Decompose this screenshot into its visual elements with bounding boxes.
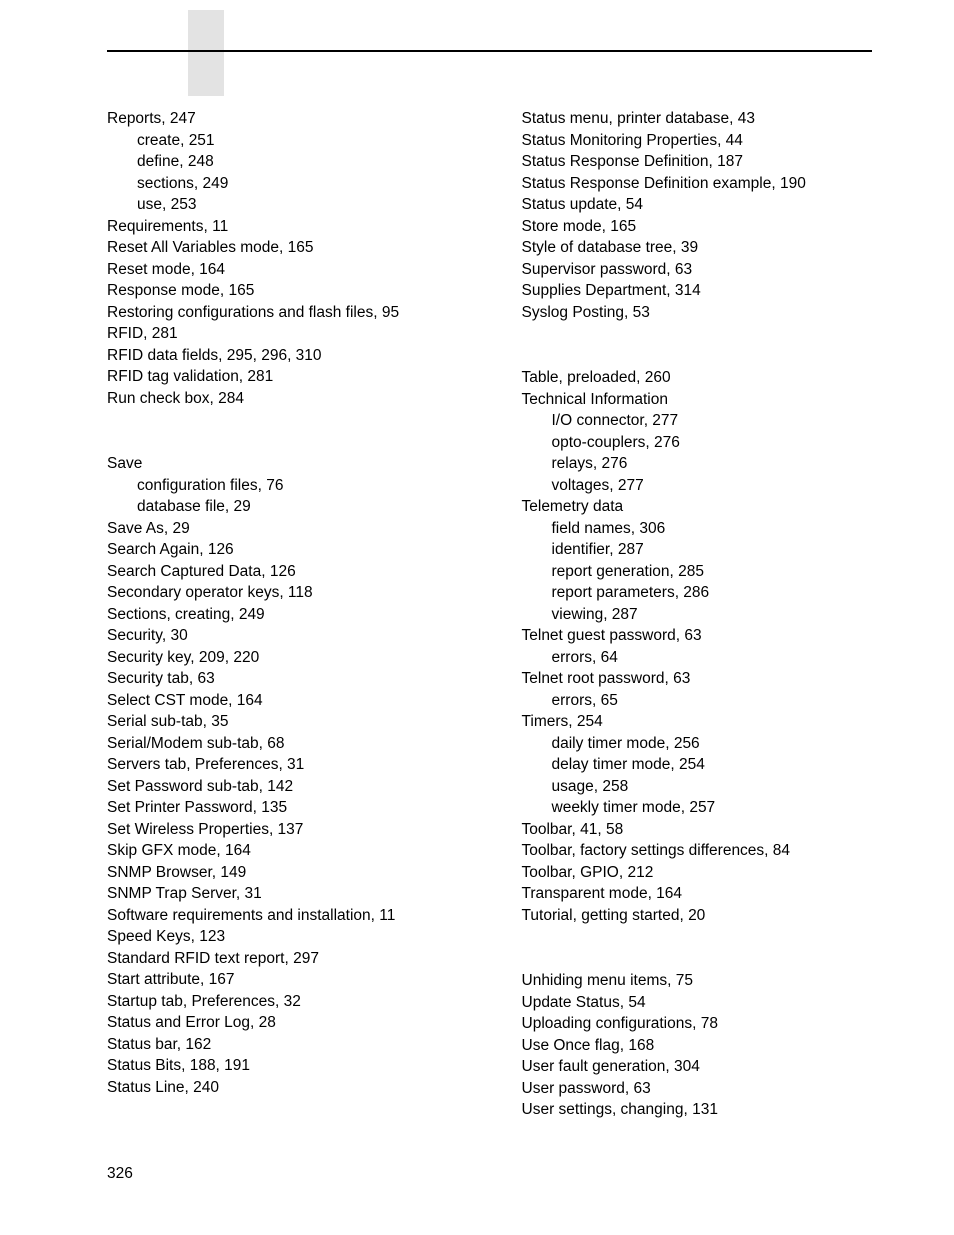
index-entry: Transparent mode, 164 <box>522 883 873 905</box>
header-tab <box>188 10 224 96</box>
index-entry: Save As, 29 <box>107 518 458 540</box>
index-entry: viewing, 287 <box>522 604 873 626</box>
index-entry: User settings, changing, 131 <box>522 1099 873 1121</box>
index-entry: Store mode, 165 <box>522 216 873 238</box>
index-entry: Standard RFID text report, 297 <box>107 948 458 970</box>
index-entry: Security tab, 63 <box>107 668 458 690</box>
index-entry: report generation, 285 <box>522 561 873 583</box>
index-entry: SNMP Trap Server, 31 <box>107 883 458 905</box>
index-entry: errors, 64 <box>522 647 873 669</box>
index-entry: Set Printer Password, 135 <box>107 797 458 819</box>
index-entry: daily timer mode, 256 <box>522 733 873 755</box>
index-entry: Supervisor password, 63 <box>522 259 873 281</box>
index-entry: SNMP Browser, 149 <box>107 862 458 884</box>
index-entry: Style of database tree, 39 <box>522 237 873 259</box>
left-column: Reports, 247create, 251define, 248sectio… <box>107 108 458 1121</box>
section-gap <box>107 409 458 453</box>
index-entry: Status Monitoring Properties, 44 <box>522 130 873 152</box>
index-entry: Telemetry data <box>522 496 873 518</box>
index-entry: Save <box>107 453 458 475</box>
index-entry: Search Again, 126 <box>107 539 458 561</box>
section-gap <box>522 323 873 367</box>
right-column: Status menu, printer database, 43Status … <box>522 108 873 1121</box>
index-entry: Serial sub-tab, 35 <box>107 711 458 733</box>
index-entry: RFID data fields, 295, 296, 310 <box>107 345 458 367</box>
index-entry: Unhiding menu items, 75 <box>522 970 873 992</box>
index-entry: Status Bits, 188, 191 <box>107 1055 458 1077</box>
index-entry: errors, 65 <box>522 690 873 712</box>
index-entry: I/O connector, 277 <box>522 410 873 432</box>
index-entry: Set Wireless Properties, 137 <box>107 819 458 841</box>
index-entry: Run check box, 284 <box>107 388 458 410</box>
index-entry: Uploading configurations, 78 <box>522 1013 873 1035</box>
index-entry: configuration files, 76 <box>107 475 458 497</box>
index-entry: opto-couplers, 276 <box>522 432 873 454</box>
index-entry: Reset All Variables mode, 165 <box>107 237 458 259</box>
index-entry: weekly timer mode, 257 <box>522 797 873 819</box>
index-entry: Status Response Definition example, 190 <box>522 173 873 195</box>
index-entry: Set Password sub-tab, 142 <box>107 776 458 798</box>
index-entry: Supplies Department, 314 <box>522 280 873 302</box>
header-rule <box>107 50 872 52</box>
index-entry: Servers tab, Preferences, 31 <box>107 754 458 776</box>
index-entry: Toolbar, 41, 58 <box>522 819 873 841</box>
index-entry: delay timer mode, 254 <box>522 754 873 776</box>
index-entry: Restoring configurations and flash files… <box>107 302 458 324</box>
index-entry: Timers, 254 <box>522 711 873 733</box>
index-entry: Security key, 209, 220 <box>107 647 458 669</box>
index-entry: report parameters, 286 <box>522 582 873 604</box>
index-entry: Security, 30 <box>107 625 458 647</box>
index-entry: voltages, 277 <box>522 475 873 497</box>
index-entry: Status bar, 162 <box>107 1034 458 1056</box>
index-entry: field names, 306 <box>522 518 873 540</box>
index-entry: Telnet root password, 63 <box>522 668 873 690</box>
index-entry: Speed Keys, 123 <box>107 926 458 948</box>
index-entry: Response mode, 165 <box>107 280 458 302</box>
index-entry: define, 248 <box>107 151 458 173</box>
index-entry: Status update, 54 <box>522 194 873 216</box>
index-entry: create, 251 <box>107 130 458 152</box>
index-entry: Status Line, 240 <box>107 1077 458 1099</box>
index-entry: sections, 249 <box>107 173 458 195</box>
index-entry: Use Once flag, 168 <box>522 1035 873 1057</box>
index-entry: usage, 258 <box>522 776 873 798</box>
index-entry: User password, 63 <box>522 1078 873 1100</box>
index-entry: Select CST mode, 164 <box>107 690 458 712</box>
index-entry: use, 253 <box>107 194 458 216</box>
index-entry: Telnet guest password, 63 <box>522 625 873 647</box>
index-entry: Software requirements and installation, … <box>107 905 458 927</box>
index-entry: Syslog Posting, 53 <box>522 302 873 324</box>
index-entry: Serial/Modem sub-tab, 68 <box>107 733 458 755</box>
index-entry: Sections, creating, 249 <box>107 604 458 626</box>
index-entry: Search Captured Data, 126 <box>107 561 458 583</box>
index-entry: Status and Error Log, 28 <box>107 1012 458 1034</box>
index-entry: Requirements, 11 <box>107 216 458 238</box>
index-entry: Technical Information <box>522 389 873 411</box>
index-entry: Reset mode, 164 <box>107 259 458 281</box>
index-entry: relays, 276 <box>522 453 873 475</box>
index-entry: Status menu, printer database, 43 <box>522 108 873 130</box>
index-entry: Secondary operator keys, 118 <box>107 582 458 604</box>
section-gap <box>522 926 873 970</box>
index-entry: Start attribute, 167 <box>107 969 458 991</box>
page-number: 326 <box>107 1165 133 1183</box>
index-entry: Toolbar, GPIO, 212 <box>522 862 873 884</box>
index-entry: Table, preloaded, 260 <box>522 367 873 389</box>
index-content: Reports, 247create, 251define, 248sectio… <box>107 108 872 1121</box>
index-entry: Tutorial, getting started, 20 <box>522 905 873 927</box>
index-entry: database file, 29 <box>107 496 458 518</box>
index-entry: Status Response Definition, 187 <box>522 151 873 173</box>
index-entry: RFID, 281 <box>107 323 458 345</box>
index-entry: User fault generation, 304 <box>522 1056 873 1078</box>
index-entry: Reports, 247 <box>107 108 458 130</box>
index-entry: identifier, 287 <box>522 539 873 561</box>
index-entry: Update Status, 54 <box>522 992 873 1014</box>
index-entry: Skip GFX mode, 164 <box>107 840 458 862</box>
index-entry: Startup tab, Preferences, 32 <box>107 991 458 1013</box>
index-entry: RFID tag validation, 281 <box>107 366 458 388</box>
index-entry: Toolbar, factory settings differences, 8… <box>522 840 873 862</box>
